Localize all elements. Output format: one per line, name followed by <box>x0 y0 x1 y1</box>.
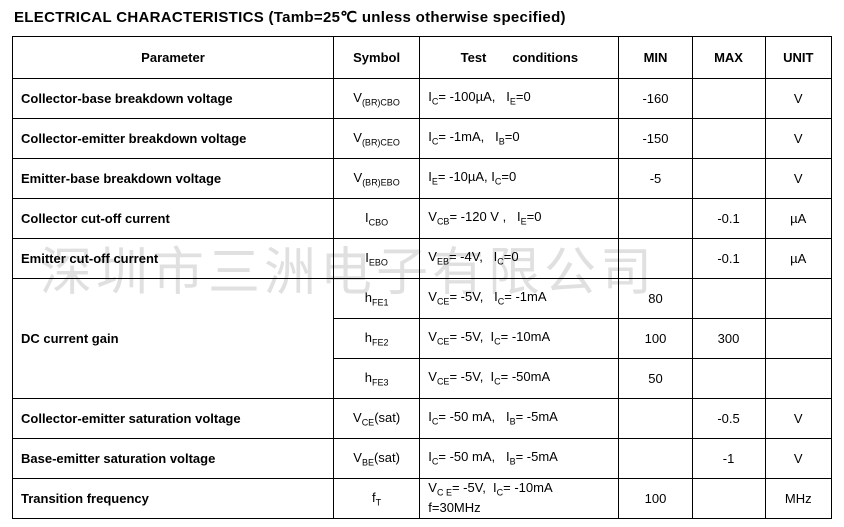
min-cell: 80 <box>619 279 692 319</box>
symbol-cell: ICBO <box>333 199 419 239</box>
symbol-cell: V(BR)EBO <box>333 159 419 199</box>
symbol-cell: V(BR)CBO <box>333 79 419 119</box>
min-cell: -5 <box>619 159 692 199</box>
max-cell <box>692 279 765 319</box>
min-cell: 100 <box>619 479 692 519</box>
min-cell <box>619 199 692 239</box>
symbol-cell: hFE2 <box>333 319 419 359</box>
min-cell <box>619 439 692 479</box>
min-cell: -160 <box>619 79 692 119</box>
table-row: Collector-emitter saturation voltage VCE… <box>13 399 832 439</box>
min-cell: 50 <box>619 359 692 399</box>
table-row: Base-emitter saturation voltage VBE(sat)… <box>13 439 832 479</box>
table-row: Emitter cut-off current IEBO VEB= -4V, I… <box>13 239 832 279</box>
param-cell: Collector-base breakdown voltage <box>13 79 334 119</box>
table-row: Collector-base breakdown voltage V(BR)CB… <box>13 79 832 119</box>
min-cell: -150 <box>619 119 692 159</box>
table-row: Collector cut-off current ICBO VCB= -120… <box>13 199 832 239</box>
test-cell: VCE= -5V, IC= -50mA <box>420 359 619 399</box>
th-parameter: Parameter <box>13 37 334 79</box>
max-cell <box>692 479 765 519</box>
max-cell: -0.5 <box>692 399 765 439</box>
min-cell <box>619 239 692 279</box>
unit-cell <box>765 319 831 359</box>
unit-cell: V <box>765 119 831 159</box>
characteristics-table: Parameter Symbol Test conditions MIN MAX… <box>12 36 832 519</box>
unit-cell: V <box>765 439 831 479</box>
test-cell: IE= -10µA, IC=0 <box>420 159 619 199</box>
max-cell: 300 <box>692 319 765 359</box>
param-cell: Emitter cut-off current <box>13 239 334 279</box>
th-max: MAX <box>692 37 765 79</box>
param-cell: Collector cut-off current <box>13 199 334 239</box>
test-cell: VC E= -5V, IC= -10mAf=30MHz <box>420 479 619 519</box>
param-cell: Collector-emitter breakdown voltage <box>13 119 334 159</box>
symbol-cell: V(BR)CEO <box>333 119 419 159</box>
max-cell <box>692 79 765 119</box>
th-unit: UNIT <box>765 37 831 79</box>
symbol-cell: hFE3 <box>333 359 419 399</box>
th-test: Test conditions <box>420 37 619 79</box>
th-symbol: Symbol <box>333 37 419 79</box>
min-cell: 100 <box>619 319 692 359</box>
unit-cell <box>765 279 831 319</box>
page-title: ELECTRICAL CHARACTERISTICS (Tamb=25℃ unl… <box>14 8 832 26</box>
symbol-cell: fT <box>333 479 419 519</box>
unit-cell: µA <box>765 199 831 239</box>
symbol-cell: VCE(sat) <box>333 399 419 439</box>
max-cell: -0.1 <box>692 239 765 279</box>
test-cell: IC= -50 mA, IB= -5mA <box>420 399 619 439</box>
test-cell: VEB= -4V, IC=0 <box>420 239 619 279</box>
max-cell: -0.1 <box>692 199 765 239</box>
unit-cell: V <box>765 79 831 119</box>
unit-cell <box>765 359 831 399</box>
unit-cell: MHz <box>765 479 831 519</box>
test-cell: IC= -1mA, IB=0 <box>420 119 619 159</box>
symbol-cell: IEBO <box>333 239 419 279</box>
table-row: Collector-emitter breakdown voltage V(BR… <box>13 119 832 159</box>
symbol-cell: VBE(sat) <box>333 439 419 479</box>
symbol-cell: hFE1 <box>333 279 419 319</box>
param-cell: Transition frequency <box>13 479 334 519</box>
param-cell: Emitter-base breakdown voltage <box>13 159 334 199</box>
unit-cell: V <box>765 399 831 439</box>
th-test-b: conditions <box>512 50 578 65</box>
th-min: MIN <box>619 37 692 79</box>
table-row: DC current gain hFE1 VCE= -5V, IC= -1mA … <box>13 279 832 319</box>
test-cell: VCE= -5V, IC= -1mA <box>420 279 619 319</box>
test-cell: IC= -100µA, IE=0 <box>420 79 619 119</box>
test-cell: VCB= -120 V , IE=0 <box>420 199 619 239</box>
unit-cell: µA <box>765 239 831 279</box>
max-cell <box>692 359 765 399</box>
max-cell <box>692 159 765 199</box>
param-cell: DC current gain <box>13 279 334 399</box>
max-cell <box>692 119 765 159</box>
unit-cell: V <box>765 159 831 199</box>
table-row: Transition frequency fT VC E= -5V, IC= -… <box>13 479 832 519</box>
param-cell: Base-emitter saturation voltage <box>13 439 334 479</box>
param-cell: Collector-emitter saturation voltage <box>13 399 334 439</box>
table-row: Emitter-base breakdown voltage V(BR)EBO … <box>13 159 832 199</box>
th-test-a: Test <box>461 50 487 65</box>
max-cell: -1 <box>692 439 765 479</box>
header-row: Parameter Symbol Test conditions MIN MAX… <box>13 37 832 79</box>
test-cell: VCE= -5V, IC= -10mA <box>420 319 619 359</box>
test-cell: IC= -50 mA, IB= -5mA <box>420 439 619 479</box>
min-cell <box>619 399 692 439</box>
